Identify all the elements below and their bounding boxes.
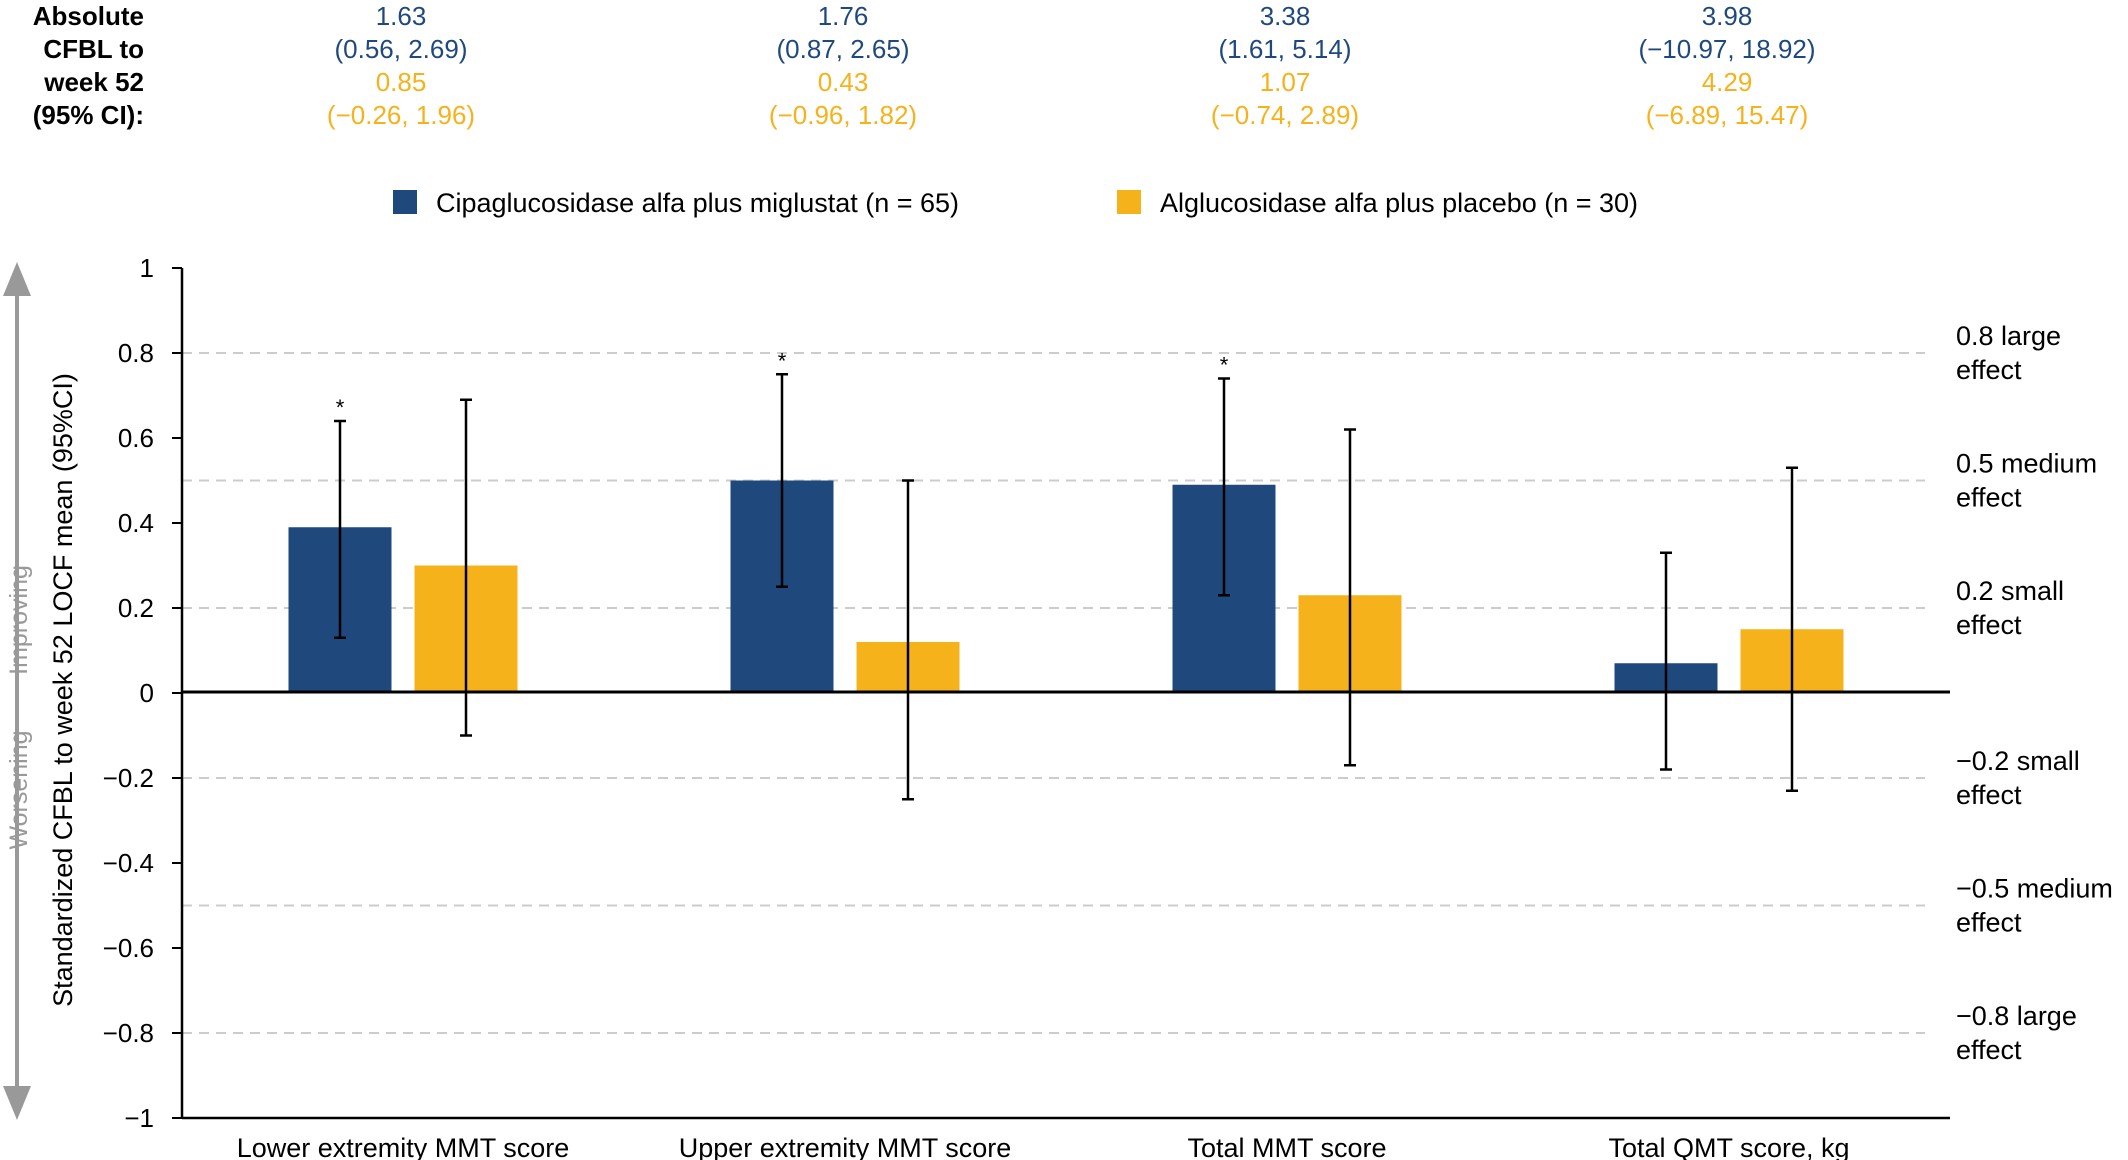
reference-lines: 0.8 large effect 0.5 medium effect 0.2 small… (182, 321, 2113, 1065)
error-bars: * * * (334, 348, 1798, 801)
y-axis-title: Standardized CFBL to week 52 LOCF mean (… (48, 373, 78, 1007)
significance-marker: * (778, 348, 787, 373)
absolute-cfbl-header: Absolute CFBL to week 52 (95% CI): (33, 1, 144, 130)
improving-label: Improving (5, 565, 33, 675)
reference-line-label: 0.2 small (1956, 576, 2064, 606)
abs-mean-alglucosidase: 4.29 (1702, 67, 1753, 97)
reference-line-label-effect: effect (1956, 780, 2022, 810)
abs-ci-cipaglucosidase: (1.61, 5.14) (1219, 34, 1352, 64)
abs-ci-cipaglucosidase: (−10.97, 18.92) (1638, 34, 1815, 64)
significance-marker: * (1220, 353, 1229, 378)
legend-label-alglucosidase: Alglucosidase alfa plus placebo (n = 30) (1160, 188, 1638, 218)
absolute-cfbl-values: 1.63(0.56, 2.69)0.85(−0.26, 1.96) 1.76(0.… (327, 1, 1816, 130)
abs-header-line-1: Absolute (33, 1, 144, 31)
legend-swatch-cipaglucosidase (393, 190, 417, 214)
significance-marker: * (336, 395, 345, 420)
reference-line-label: −0.8 large (1956, 1001, 2077, 1031)
abs-ci-alglucosidase: (−0.96, 1.82) (769, 100, 917, 130)
y-tick-label: 0.6 (118, 423, 154, 453)
reference-line-label: 0.5 medium (1956, 449, 2097, 479)
abs-ci-alglucosidase: (−0.74, 2.89) (1211, 100, 1359, 130)
x-axis-labels: Lower extremity MMT score Upper extremity… (237, 1133, 1850, 1160)
x-tick-label: Total MMT score (1187, 1133, 1386, 1160)
legend: Cipaglucosidase alfa plus miglustat (n =… (393, 188, 1638, 218)
abs-mean-alglucosidase: 0.85 (376, 67, 427, 97)
y-tick-label: 0.8 (118, 338, 154, 368)
abs-header-line-3: week 52 (43, 67, 144, 97)
x-tick-label: Upper extremity MMT score (679, 1133, 1012, 1160)
y-tick-label: −1 (124, 1103, 154, 1133)
abs-ci-cipaglucosidase: (0.56, 2.69) (335, 34, 468, 64)
abs-mean-alglucosidase: 0.43 (818, 67, 869, 97)
y-tick-label: −0.6 (103, 933, 154, 963)
reference-line-label: 0.8 large (1956, 321, 2061, 351)
abs-header-line-4: (95% CI): (33, 100, 144, 130)
y-tick-label: −0.8 (103, 1018, 154, 1048)
direction-arrow: Improving Worsening (3, 262, 33, 1120)
abs-mean-cipaglucosidase: 3.98 (1702, 1, 1753, 31)
y-tick-label: 1 (140, 253, 154, 283)
bars (288, 480, 1844, 693)
y-tick-label: −0.2 (103, 763, 154, 793)
legend-label-cipaglucosidase: Cipaglucosidase alfa plus miglustat (n =… (436, 188, 959, 218)
y-tick-label: 0 (140, 678, 154, 708)
abs-mean-cipaglucosidase: 3.38 (1260, 1, 1311, 31)
x-tick-label: Total QMT score, kg (1608, 1133, 1849, 1160)
reference-line-label: −0.2 small (1956, 746, 2080, 776)
abs-ci-alglucosidase: (−0.26, 1.96) (327, 100, 475, 130)
y-tick-label: −0.4 (103, 848, 154, 878)
reference-line-label-effect: effect (1956, 908, 2022, 938)
abs-header-line-2: CFBL to (43, 34, 144, 64)
abs-ci-cipaglucosidase: (0.87, 2.65) (777, 34, 910, 64)
abs-mean-cipaglucosidase: 1.63 (376, 1, 427, 31)
reference-line-label-effect: effect (1956, 1035, 2022, 1065)
direction-arrow-up-head (3, 262, 31, 296)
abs-mean-alglucosidase: 1.07 (1260, 67, 1311, 97)
x-tick-label: Lower extremity MMT score (237, 1133, 570, 1160)
y-axis-ticks: 1 0.8 0.6 0.4 0.2 0 −0.2 −0.4 −0.6 −0.8 −1 (103, 253, 182, 1133)
y-tick-label: 0.4 (118, 508, 154, 538)
direction-arrow-down-head (3, 1086, 31, 1120)
reference-line-label-effect: effect (1956, 483, 2022, 513)
worsening-label: Worsening (5, 730, 33, 849)
legend-swatch-alglucosidase (1117, 190, 1141, 214)
abs-mean-cipaglucosidase: 1.76 (818, 1, 869, 31)
reference-line-label-effect: effect (1956, 355, 2022, 385)
y-tick-label: 0.2 (118, 593, 154, 623)
reference-line-label-effect: effect (1956, 610, 2022, 640)
abs-ci-alglucosidase: (−6.89, 15.47) (1646, 100, 1809, 130)
reference-line-label: −0.5 medium (1956, 874, 2113, 904)
